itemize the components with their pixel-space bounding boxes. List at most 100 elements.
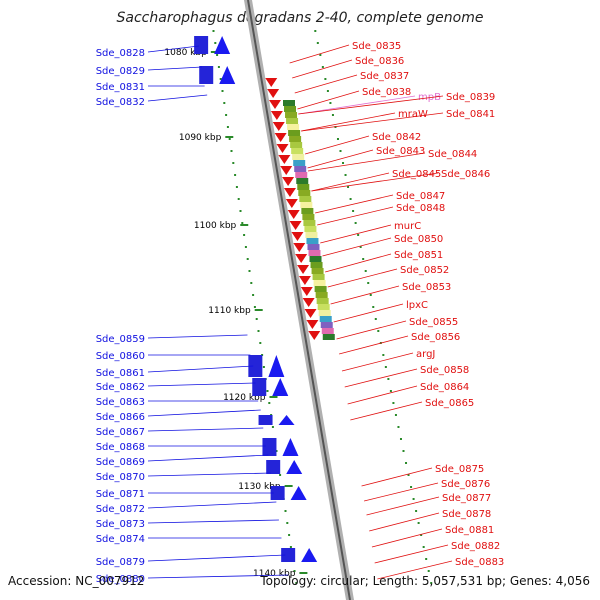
- gene-block: [303, 220, 316, 226]
- left-gene-leader: [147, 382, 256, 387]
- gene-block: [298, 190, 311, 196]
- track-dot: [422, 546, 425, 548]
- track-dot: [412, 498, 415, 500]
- track-dot: [319, 54, 322, 56]
- right-gene-label: Sde_0845: [392, 169, 441, 180]
- gene-arrow: [306, 320, 319, 329]
- left-gene-leader: [147, 334, 248, 339]
- right-gene-label: Sde_0847: [396, 191, 445, 202]
- gene-block: [302, 214, 315, 220]
- left-gene-leader: [147, 365, 254, 373]
- left-gene-label: Sde_0860: [96, 351, 145, 362]
- track-dot: [216, 54, 219, 56]
- gene-block: [287, 124, 300, 130]
- gene-block: [258, 415, 273, 425]
- track-dot: [331, 114, 334, 116]
- track-dot: [349, 198, 352, 200]
- gene-block: [314, 286, 327, 292]
- right-gene-leader: [315, 194, 394, 214]
- right-gene-leader: [320, 224, 392, 244]
- track-dot: [286, 522, 289, 524]
- right-gene-label: Sde_0876: [441, 479, 490, 490]
- left-gene-label: Sde_0879: [96, 557, 145, 568]
- scale-label: 1100 kbp: [194, 221, 237, 231]
- gene-arrow: [300, 287, 313, 296]
- right-gene-label: Sde_0855: [409, 317, 458, 328]
- gene-block: [319, 316, 332, 322]
- accession-label: Accession: NC_007912: [8, 574, 145, 588]
- gene-arrow: [269, 100, 281, 109]
- track-dot: [420, 534, 423, 536]
- right-gene-label: Sde_0837: [360, 71, 409, 82]
- right-gene-label: Sde_0852: [400, 265, 449, 276]
- gene-block: [295, 172, 308, 178]
- track-dot: [275, 450, 278, 452]
- right-gene-label: Sde_0835: [352, 41, 401, 52]
- track-dot: [362, 258, 365, 260]
- left-gene-label: Sde_0832: [96, 97, 145, 108]
- right-gene-label: Sde_0875: [435, 464, 484, 475]
- genome-summary: Topology: circular; Length: 5,057,531 bp…: [260, 574, 590, 588]
- gene-block: [199, 66, 214, 84]
- track-dot: [336, 138, 339, 140]
- track-dot: [243, 234, 246, 236]
- right-gene-leader: [311, 172, 439, 192]
- gene-arrow: [298, 276, 311, 285]
- right-gene-leader: [311, 172, 390, 192]
- gene-arrow: [304, 309, 317, 318]
- track-dot: [288, 534, 291, 536]
- gene-block: [299, 196, 312, 202]
- track-dot: [250, 282, 253, 284]
- right-gene-label: Sde_0878: [442, 509, 491, 520]
- gene-arrow: [265, 78, 278, 87]
- left-gene-label: Sde_0861: [96, 368, 145, 379]
- left-gene-label: Sde_0829: [96, 66, 145, 77]
- gene-block: [194, 36, 209, 54]
- right-gene-leader: [301, 112, 396, 132]
- right-gene-leader: [305, 135, 370, 155]
- right-gene-leader: [364, 482, 439, 502]
- track-dot: [271, 426, 274, 428]
- gene-block: [294, 166, 307, 172]
- right-gene-leader: [341, 352, 414, 372]
- left-gene-label: Sde_0831: [96, 82, 145, 93]
- track-dot: [228, 138, 231, 140]
- gene-block: [286, 118, 299, 124]
- track-dot: [257, 330, 260, 332]
- gene-arrow: [302, 298, 315, 307]
- gene-arrow: [280, 166, 293, 175]
- track-dot: [262, 366, 265, 368]
- gene-arrow: [286, 460, 303, 474]
- right-gene-leader: [350, 401, 423, 421]
- gene-arrow: [272, 378, 289, 396]
- gene-block: [311, 268, 324, 274]
- scale-label: 1080 kbp: [164, 48, 207, 58]
- left-gene-leader: [147, 574, 289, 579]
- left-gene-label: Sde_0870: [96, 472, 145, 483]
- gene-block: [301, 208, 314, 214]
- gene-block: [320, 322, 333, 328]
- right-gene-label: argJ: [416, 349, 435, 360]
- right-gene-label: lpxC: [406, 300, 428, 311]
- gene-block: [285, 112, 298, 118]
- right-gene-leader: [322, 237, 392, 257]
- right-gene-leader: [344, 368, 418, 388]
- right-gene-leader: [298, 95, 444, 115]
- gene-block: [304, 226, 317, 232]
- left-gene-label: Sde_0866: [96, 412, 145, 423]
- gene-block: [307, 244, 320, 250]
- left-gene-leader: [147, 45, 199, 53]
- right-gene-label: Sde_0839: [446, 92, 495, 103]
- scale-label: 1110 kbp: [208, 306, 251, 316]
- left-gene-leader: [147, 427, 264, 432]
- gene-arrow: [278, 155, 291, 164]
- right-gene-label: Sde_0883: [455, 557, 504, 568]
- gene-block: [291, 148, 304, 154]
- track-dot: [239, 210, 242, 212]
- gene-block: [306, 238, 319, 244]
- right-gene-leader: [307, 149, 374, 169]
- right-gene-leader: [366, 496, 440, 516]
- right-gene-leader: [333, 303, 404, 323]
